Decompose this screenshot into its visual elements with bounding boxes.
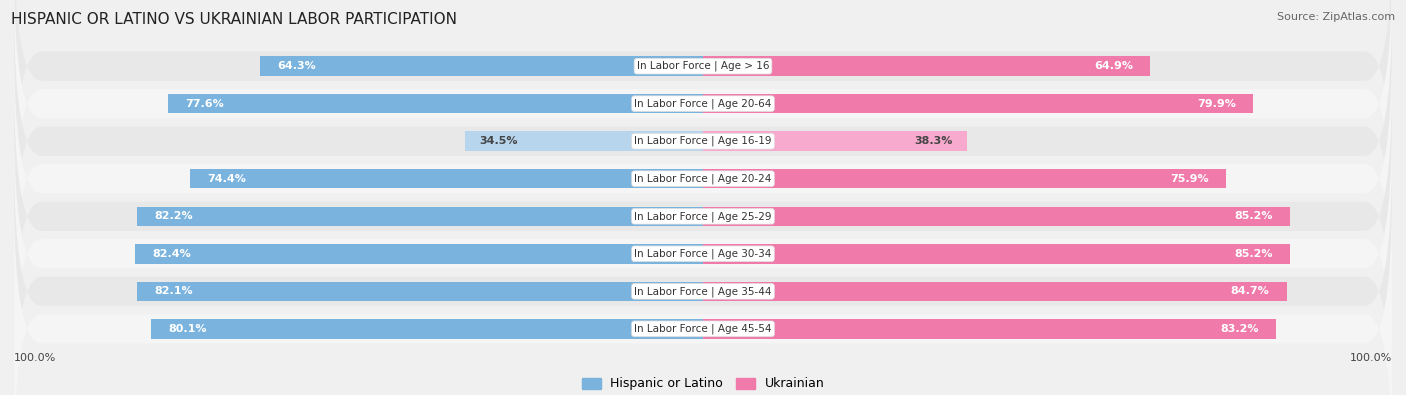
- Text: 85.2%: 85.2%: [1234, 249, 1272, 259]
- FancyBboxPatch shape: [14, 194, 1392, 395]
- Text: 38.3%: 38.3%: [915, 136, 953, 146]
- Text: In Labor Force | Age 25-29: In Labor Force | Age 25-29: [634, 211, 772, 222]
- Text: 77.6%: 77.6%: [186, 99, 225, 109]
- Text: 34.5%: 34.5%: [479, 136, 517, 146]
- Text: Source: ZipAtlas.com: Source: ZipAtlas.com: [1277, 12, 1395, 22]
- Bar: [169, 94, 703, 113]
- Text: 83.2%: 83.2%: [1220, 324, 1258, 334]
- Text: 74.4%: 74.4%: [208, 174, 246, 184]
- Bar: [703, 56, 1150, 76]
- FancyBboxPatch shape: [14, 0, 1392, 239]
- Text: In Labor Force | Age 30-34: In Labor Force | Age 30-34: [634, 248, 772, 259]
- FancyBboxPatch shape: [14, 0, 1392, 201]
- Text: 79.9%: 79.9%: [1198, 99, 1236, 109]
- Bar: [136, 207, 703, 226]
- Text: 100.0%: 100.0%: [14, 353, 56, 363]
- Bar: [465, 132, 703, 151]
- Text: 80.1%: 80.1%: [169, 324, 207, 334]
- Bar: [138, 282, 703, 301]
- Legend: Hispanic or Latino, Ukrainian: Hispanic or Latino, Ukrainian: [576, 372, 830, 395]
- Text: In Labor Force | Age 16-19: In Labor Force | Age 16-19: [634, 136, 772, 147]
- Text: 85.2%: 85.2%: [1234, 211, 1272, 221]
- Text: In Labor Force | Age 35-44: In Labor Force | Age 35-44: [634, 286, 772, 297]
- FancyBboxPatch shape: [14, 81, 1392, 352]
- Bar: [703, 319, 1277, 339]
- Text: 64.3%: 64.3%: [277, 61, 316, 71]
- Bar: [703, 169, 1226, 188]
- Bar: [703, 94, 1254, 113]
- FancyBboxPatch shape: [14, 43, 1392, 314]
- Text: 84.7%: 84.7%: [1230, 286, 1270, 296]
- Bar: [703, 244, 1289, 263]
- Text: In Labor Force | Age 20-24: In Labor Force | Age 20-24: [634, 173, 772, 184]
- Bar: [703, 207, 1289, 226]
- Text: 64.9%: 64.9%: [1094, 61, 1133, 71]
- Bar: [703, 282, 1286, 301]
- FancyBboxPatch shape: [14, 118, 1392, 389]
- FancyBboxPatch shape: [14, 156, 1392, 395]
- Text: In Labor Force | Age 45-54: In Labor Force | Age 45-54: [634, 324, 772, 334]
- Text: 75.9%: 75.9%: [1170, 174, 1209, 184]
- Bar: [135, 244, 703, 263]
- FancyBboxPatch shape: [14, 6, 1392, 276]
- Text: HISPANIC OR LATINO VS UKRAINIAN LABOR PARTICIPATION: HISPANIC OR LATINO VS UKRAINIAN LABOR PA…: [11, 12, 457, 27]
- Text: 82.4%: 82.4%: [152, 249, 191, 259]
- Text: 82.2%: 82.2%: [153, 211, 193, 221]
- Text: 100.0%: 100.0%: [1350, 353, 1392, 363]
- Bar: [703, 132, 967, 151]
- Text: 82.1%: 82.1%: [155, 286, 193, 296]
- Text: In Labor Force | Age > 16: In Labor Force | Age > 16: [637, 61, 769, 71]
- Bar: [190, 169, 703, 188]
- Text: In Labor Force | Age 20-64: In Labor Force | Age 20-64: [634, 98, 772, 109]
- Bar: [152, 319, 703, 339]
- Bar: [260, 56, 703, 76]
